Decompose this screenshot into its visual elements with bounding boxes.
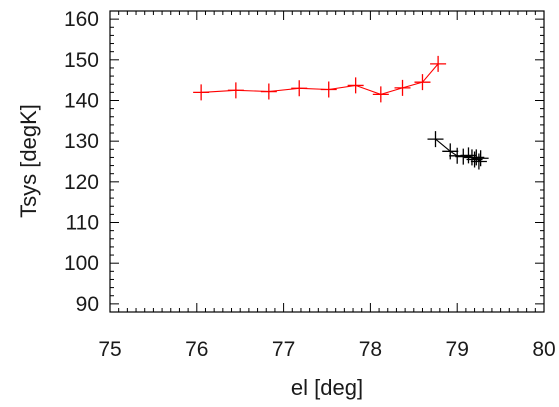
x-tick-label: 75 [98, 338, 121, 361]
minor-ticks [110, 10, 544, 313]
data-point [442, 143, 459, 160]
data-point [470, 153, 487, 170]
data-point [394, 79, 411, 96]
series-1 [193, 55, 447, 103]
data-point [414, 74, 431, 91]
data-point [193, 84, 210, 101]
data-point [468, 149, 485, 166]
y-tick-label: 100 [64, 252, 99, 275]
series-2 [427, 131, 489, 170]
y-tick-labels: 90 100 110 120 130 140 150 160 [64, 8, 99, 316]
y-axis-title: Tsys [degK] [16, 104, 41, 218]
y-tick-label: 140 [64, 89, 99, 112]
y-tick-label: 160 [64, 8, 99, 31]
data-point [347, 77, 364, 94]
y-tick-label: 150 [64, 49, 99, 72]
x-tick-label: 79 [446, 338, 469, 361]
data-point [291, 80, 308, 97]
x-tick-label: 77 [272, 338, 295, 361]
y-tick-label: 110 [66, 212, 99, 235]
data-point [472, 150, 489, 167]
series-layer [193, 55, 489, 170]
x-tick-labels: 75 76 77 78 79 80 [98, 338, 555, 361]
data-point [466, 151, 483, 168]
data-point [430, 55, 447, 72]
data-point [260, 83, 277, 100]
major-ticks [109, 11, 545, 312]
series-line [201, 63, 439, 95]
y-tick-label: 130 [64, 130, 99, 153]
y-tick-label: 90 [76, 293, 99, 316]
data-point [372, 86, 389, 103]
x-tick-label: 78 [359, 338, 382, 361]
data-point [427, 131, 444, 148]
x-tick-label: 76 [185, 338, 208, 361]
data-point [460, 147, 477, 164]
data-point [227, 82, 244, 99]
y-tick-label: 120 [64, 171, 99, 194]
x-tick-label: 80 [532, 338, 555, 361]
x-axis-title: el [deg] [291, 375, 363, 400]
data-point [320, 81, 337, 98]
